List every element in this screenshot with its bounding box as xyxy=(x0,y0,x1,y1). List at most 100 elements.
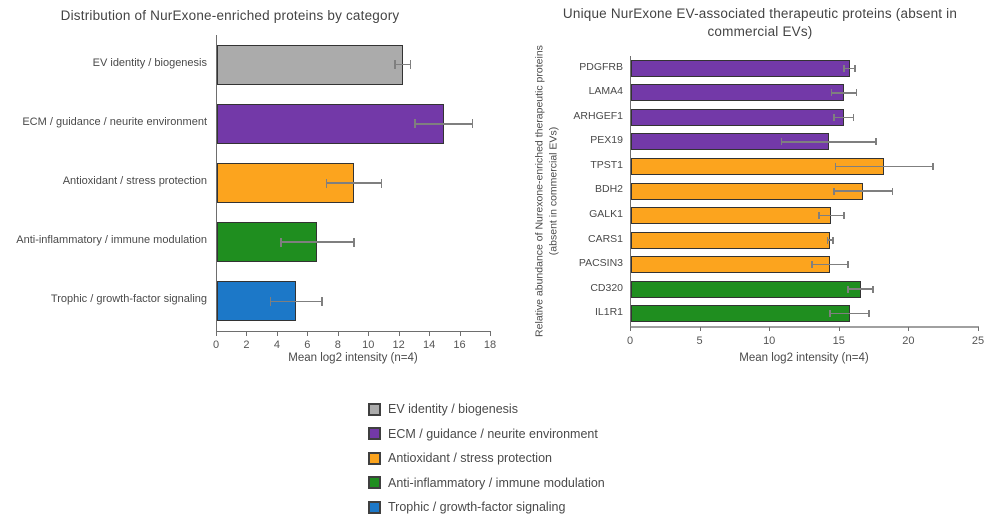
error-cap-left-Antioxidant / stress protection xyxy=(325,178,328,188)
bar-PACSIN3 xyxy=(631,256,831,274)
error-bar-TPST1 xyxy=(835,165,934,168)
category-label-CARS1: CARS1 xyxy=(587,232,623,245)
x-tick-mark-4 xyxy=(276,332,278,336)
error-cap-left-PEX19 xyxy=(780,138,783,146)
right-chart-plot-area xyxy=(630,56,979,328)
x-tick-label-4: 4 xyxy=(273,339,280,351)
x-tick-mark-25 xyxy=(978,327,979,331)
error-bar-PDGFRB xyxy=(843,67,856,70)
left-chart-title: Distribution of NurExone-enriched protei… xyxy=(60,8,400,23)
bar-EV identity / biogenesis xyxy=(217,44,403,85)
category-label-TPST1: TPST1 xyxy=(590,158,623,171)
x-tick-label-16: 16 xyxy=(453,339,466,351)
error-cap-right-EV identity / biogenesis xyxy=(409,60,412,70)
x-tick-mark-0 xyxy=(630,327,631,331)
right-chart-y-axis-label: Relative abundance of Nurexone-enriched … xyxy=(533,45,559,337)
error-cap-left-EV identity / biogenesis xyxy=(394,60,396,70)
error-cap-right-GALK1 xyxy=(843,212,845,220)
error-bar-Anti-inflammatory / immune modulation xyxy=(280,241,354,243)
unique-proteins-chart: Unique NurExone EV-associated therapeuti… xyxy=(520,0,1000,392)
error-cap-right-ARHGEF1 xyxy=(852,113,855,121)
x-tick-label-10: 10 xyxy=(362,339,375,351)
error-cap-right-Anti-inflammatory / immune modulation xyxy=(353,237,355,247)
legend-item-3: Anti-inflammatory / immune modulation xyxy=(368,471,605,496)
error-cap-right-LAMA4 xyxy=(855,89,858,97)
error-cap-left-ARHGEF1 xyxy=(833,113,835,121)
legend-item-label: EV identity / biogenesis xyxy=(388,402,518,417)
error-bar-GALK1 xyxy=(818,214,844,217)
category-label-Trophic / growth-factor signaling: Trophic / growth-factor signaling xyxy=(50,293,207,306)
error-bar-CARS1 xyxy=(827,239,833,241)
error-cap-left-IL1R1 xyxy=(829,310,831,318)
error-bar-PACSIN3 xyxy=(811,263,849,266)
legend-item-label: Anti-inflammatory / immune modulation xyxy=(388,475,605,490)
error-cap-right-Trophic / growth-factor signaling xyxy=(321,296,323,306)
error-cap-right-TPST1 xyxy=(932,162,934,170)
error-cap-right-PACSIN3 xyxy=(847,261,849,269)
x-tick-mark-8 xyxy=(337,332,339,336)
error-cap-right-PDGFRB xyxy=(854,64,856,72)
x-tick-label-5: 5 xyxy=(696,335,703,347)
bar-BDH2 xyxy=(631,182,864,200)
x-tick-mark-20 xyxy=(908,327,910,331)
x-tick-label-25: 25 xyxy=(971,335,985,347)
category-label-PDGFRB: PDGFRB xyxy=(579,60,623,73)
legend-item-label: Trophic / growth-factor signaling xyxy=(388,500,566,515)
x-tick-label-0: 0 xyxy=(626,335,634,347)
x-tick-mark-16 xyxy=(459,332,461,336)
x-tick-label-18: 18 xyxy=(483,339,497,351)
category-label-BDH2: BDH2 xyxy=(594,183,623,196)
error-bar-CD320 xyxy=(848,288,874,290)
error-bar-ARHGEF1 xyxy=(834,116,854,119)
error-cap-left-PDGFRB xyxy=(843,64,845,72)
error-cap-left-TPST1 xyxy=(834,162,837,170)
x-tick-label-8: 8 xyxy=(334,339,341,351)
error-bar-PEX19 xyxy=(781,141,876,143)
error-bar-BDH2 xyxy=(834,190,893,192)
bar-ARHGEF1 xyxy=(631,108,844,126)
legend-swatch-icon xyxy=(368,500,381,514)
category-label-EV identity / biogenesis: EV identity / biogenesis xyxy=(92,56,207,69)
category-label-PEX19: PEX19 xyxy=(590,134,623,147)
right-chart-title: Unique NurExone EV-associated therapeuti… xyxy=(562,6,958,40)
x-tick-mark-0 xyxy=(216,332,217,336)
legend-item-label: Antioxidant / stress protection xyxy=(388,451,552,466)
x-tick-mark-10 xyxy=(368,332,370,336)
legend-swatch-icon xyxy=(368,427,381,441)
error-bar-EV identity / biogenesis xyxy=(395,63,411,66)
right-chart-x-axis-label: Mean log2 intensity (n=4) xyxy=(739,352,869,364)
x-tick-mark-5 xyxy=(699,327,701,331)
category-label-ECM / guidance / neurite environment: ECM / guidance / neurite environment xyxy=(22,115,207,128)
error-cap-right-CD320 xyxy=(872,285,874,293)
x-tick-label-15: 15 xyxy=(832,335,845,347)
legend-item-4: Trophic / growth-factor signaling xyxy=(368,495,605,520)
x-tick-label-14: 14 xyxy=(422,339,436,351)
x-tick-mark-15 xyxy=(838,327,840,331)
category-label-ARHGEF1: ARHGEF1 xyxy=(573,109,623,122)
x-tick-mark-10 xyxy=(769,327,771,331)
error-cap-left-Anti-inflammatory / immune modulation xyxy=(280,237,282,247)
legend-swatch-icon xyxy=(368,451,381,465)
x-tick-label-0: 0 xyxy=(212,339,220,351)
error-bar-LAMA4 xyxy=(831,92,857,94)
error-cap-left-GALK1 xyxy=(818,212,820,220)
category-distribution-chart: Distribution of NurExone-enriched protei… xyxy=(0,0,510,392)
legend-item-1: ECM / guidance / neurite environment xyxy=(368,422,605,447)
error-bar-Trophic / growth-factor signaling xyxy=(270,300,323,303)
bar-PDGFRB xyxy=(631,59,850,77)
error-cap-left-CARS1 xyxy=(826,236,829,244)
legend-item-0: EV identity / biogenesis xyxy=(368,397,605,422)
x-tick-label-6: 6 xyxy=(304,339,311,351)
error-cap-left-BDH2 xyxy=(833,187,835,195)
error-cap-left-CD320 xyxy=(847,285,849,293)
error-cap-right-ECM / guidance / neurite environment xyxy=(471,119,474,129)
x-tick-label-12: 12 xyxy=(392,339,405,351)
error-cap-left-ECM / guidance / neurite environment xyxy=(414,119,416,129)
bar-CARS1 xyxy=(631,231,831,249)
category-label-PACSIN3: PACSIN3 xyxy=(578,257,623,270)
error-cap-left-PACSIN3 xyxy=(811,261,813,269)
bar-CD320 xyxy=(631,280,861,298)
error-cap-right-CARS1 xyxy=(832,236,834,244)
category-label-IL1R1: IL1R1 xyxy=(594,306,623,319)
error-bar-ECM / guidance / neurite environment xyxy=(414,123,473,125)
